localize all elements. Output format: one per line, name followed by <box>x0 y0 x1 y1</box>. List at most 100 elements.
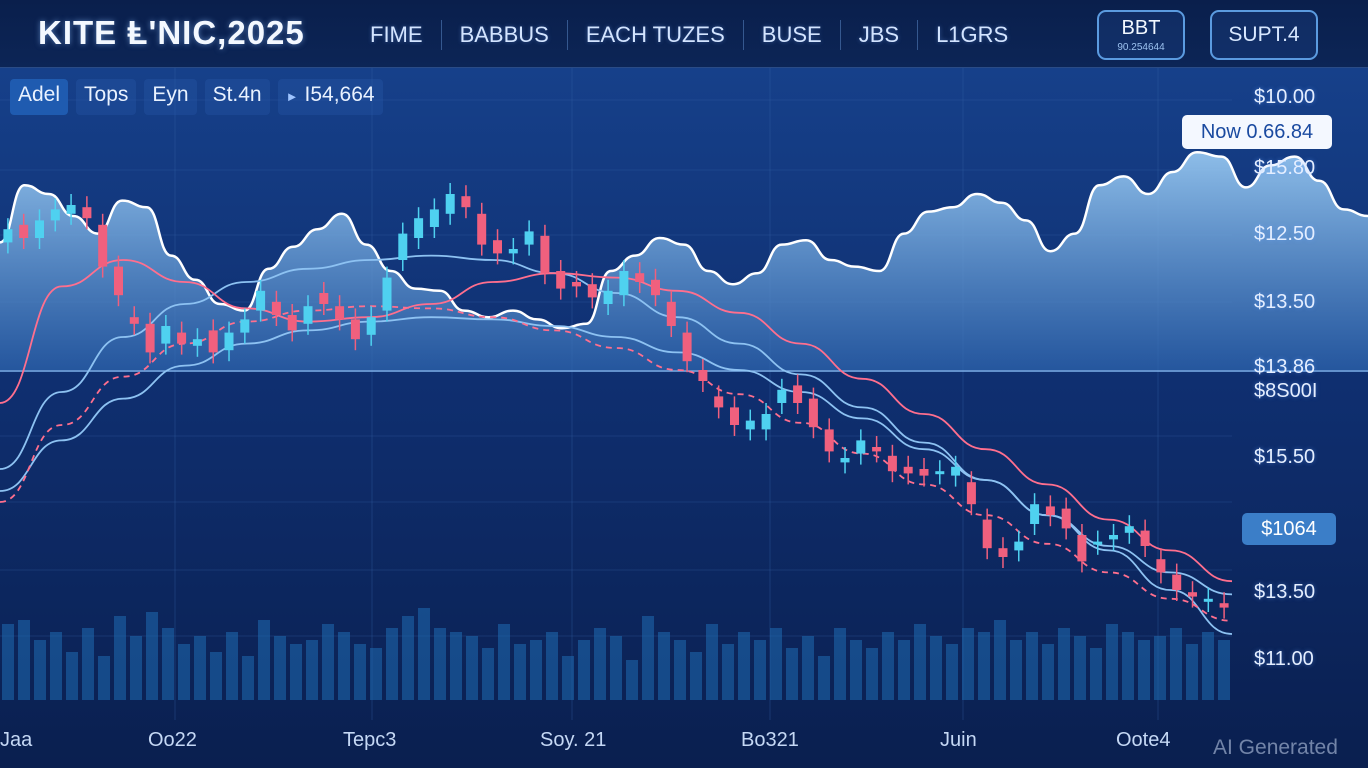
nav-item-buse[interactable]: BUSE <box>742 20 840 50</box>
timeframe-st4n[interactable]: St.4n <box>204 79 270 115</box>
candle-down <box>271 301 281 315</box>
candle-down <box>998 548 1008 557</box>
volume-bar <box>786 648 798 700</box>
candle-up <box>50 209 60 221</box>
volume-bar <box>946 644 958 700</box>
candle-down <box>651 279 660 296</box>
bbt-button[interactable]: BBT 90.254644 <box>1097 10 1185 60</box>
volume-bar <box>1170 628 1182 700</box>
volume-bar <box>802 636 814 700</box>
nav-item-babbus[interactable]: BABBUS <box>440 20 567 50</box>
volume-bar <box>866 648 878 700</box>
volume-bar <box>306 640 318 700</box>
volume-bar <box>146 612 158 700</box>
volume-bar <box>418 608 430 700</box>
candle-up <box>1109 535 1118 540</box>
now-price-badge: Now 0.66.84 <box>1182 115 1332 149</box>
candle-down <box>982 519 992 549</box>
volume-bar <box>1154 636 1166 700</box>
top-navigation-bar: KITE Ⱡ'NIC,2025 FIME BABBUS EACH TUZES B… <box>0 0 1368 68</box>
candle-up <box>619 271 629 296</box>
volume-bar <box>210 652 222 700</box>
volume-bar <box>1090 648 1102 700</box>
volume-bar <box>834 628 846 700</box>
candle-up <box>935 471 945 475</box>
candle-down <box>966 482 976 505</box>
current-price-badge: $1064 <box>1242 513 1336 545</box>
x-tick-label: Juin <box>940 729 977 751</box>
nav-item-jbs[interactable]: JBS <box>839 20 917 50</box>
volume-bar <box>546 632 558 700</box>
candle-up <box>240 319 250 333</box>
volume-bar <box>658 632 670 700</box>
x-tick-label: Oote4 <box>1116 729 1171 751</box>
y-tick-label: $10.00 <box>1254 86 1316 108</box>
volume-bar <box>1218 640 1230 700</box>
candle-up <box>414 218 424 238</box>
candle-down <box>808 398 818 428</box>
supt-button[interactable]: SUPT.4 <box>1210 10 1318 60</box>
volume-bar <box>162 628 174 700</box>
candle-down <box>493 240 502 254</box>
timeframe-adel[interactable]: Adel <box>10 79 69 115</box>
candle-down <box>1172 574 1182 590</box>
candle-down <box>872 447 882 452</box>
nav-item-each-tuzes[interactable]: EACH TUZES <box>566 20 743 50</box>
volume-bar <box>194 636 206 700</box>
ticker-value: I54,664 <box>304 83 375 106</box>
timeframe-eyn[interactable]: Eyn <box>144 79 197 115</box>
y-tick-label: $8S00I <box>1254 380 1318 402</box>
candle-up <box>524 231 534 245</box>
volume-bar <box>226 632 238 700</box>
nav-item-fime[interactable]: FIME <box>370 22 423 47</box>
volume-bar <box>578 640 590 700</box>
candle-down <box>1219 603 1229 608</box>
volume-bar <box>1010 640 1022 700</box>
volume-bar <box>1186 644 1198 700</box>
volume-bar <box>498 624 510 700</box>
y-tick-label: $15.80 <box>1254 157 1316 179</box>
volume-bar <box>434 628 446 700</box>
volume-bar <box>818 656 830 700</box>
candle-down <box>1156 559 1166 573</box>
candle-down <box>635 273 645 282</box>
x-tick-label: Jaa <box>0 729 33 751</box>
volume-bar <box>882 632 894 700</box>
nav-item-l1grs[interactable]: L1GRS <box>917 20 1026 50</box>
candle-up <box>1124 526 1134 533</box>
candle-up <box>303 306 313 324</box>
timeframe-tops[interactable]: Tops <box>76 79 137 115</box>
y-tick-label: $13.50 <box>1254 291 1316 313</box>
volume-bar <box>354 644 366 700</box>
volume-bar <box>610 636 622 700</box>
candle-down <box>887 455 897 472</box>
volume-bar <box>754 640 766 700</box>
ticker-arrow-icon: ► <box>285 89 299 104</box>
candle-up <box>951 466 961 476</box>
candle-down <box>1188 592 1197 597</box>
volume-bar <box>258 620 270 700</box>
candle-down <box>477 213 487 245</box>
volume-bar <box>130 636 142 700</box>
volume-bar <box>850 640 862 700</box>
candle-down <box>666 301 676 326</box>
volume-bar <box>18 620 30 700</box>
volume-bar <box>98 656 110 700</box>
x-tick-label: Oo22 <box>148 729 197 751</box>
candle-up <box>256 290 266 311</box>
volume-bar <box>66 652 78 700</box>
candle-down <box>1061 508 1071 529</box>
candle-up <box>429 209 439 227</box>
volume-bar <box>114 616 126 700</box>
volume-bar <box>178 644 190 700</box>
volume-bar <box>978 632 990 700</box>
moving-average-line <box>0 254 1233 596</box>
volume-bar <box>962 628 974 700</box>
volume-bar <box>466 636 478 700</box>
price-chart[interactable] <box>0 68 1368 768</box>
candle-down <box>350 319 360 340</box>
candle-up <box>840 458 850 463</box>
candle-down <box>98 224 108 267</box>
candle-down <box>919 469 929 476</box>
ticker-readout[interactable]: ► I54,664 <box>277 79 383 115</box>
